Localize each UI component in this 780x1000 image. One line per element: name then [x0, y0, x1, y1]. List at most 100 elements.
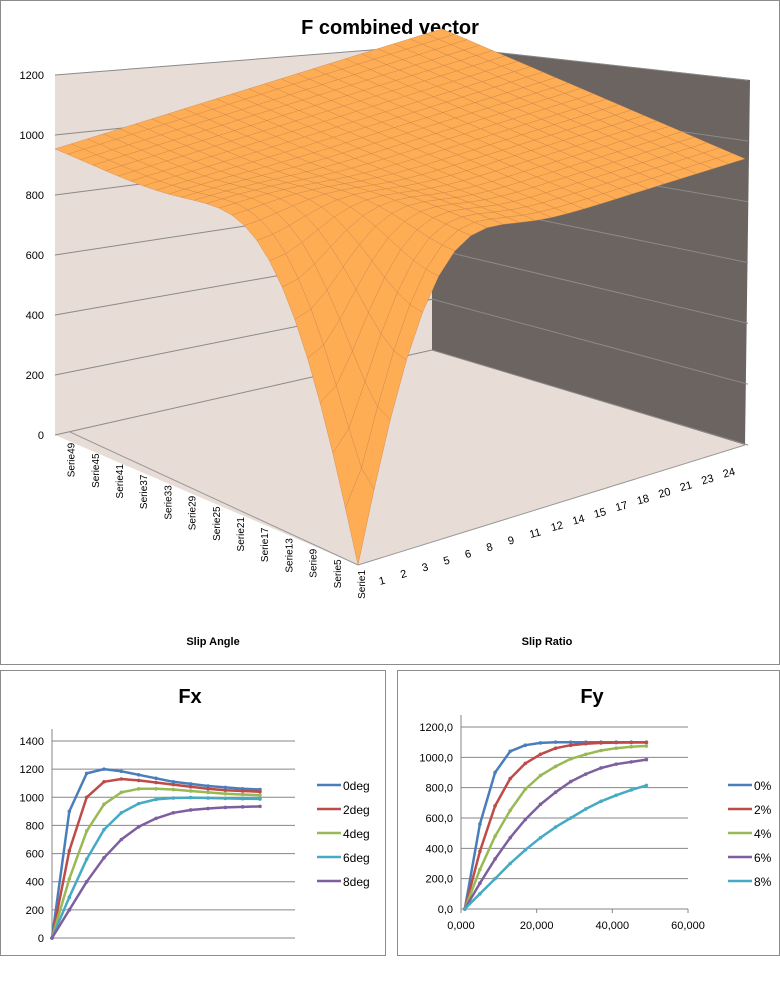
series-axis-label: Serie37: [139, 474, 150, 509]
category-axis-label: 2: [399, 568, 408, 581]
category-axis-label: 20: [657, 486, 672, 501]
data-point: [84, 879, 89, 884]
data-point: [523, 787, 528, 791]
legend-label: 8%: [754, 875, 772, 889]
data-point: [478, 822, 482, 826]
data-point: [614, 740, 618, 745]
data-point: [240, 805, 245, 809]
data-point: [84, 795, 89, 800]
data-point: [258, 793, 262, 797]
data-point: [171, 796, 176, 800]
z-tick-label: 400: [26, 310, 44, 322]
data-point: [206, 784, 210, 788]
gridline: [54, 349, 749, 446]
data-point: [508, 835, 512, 840]
series-axis-label: Serie1: [357, 570, 368, 599]
series-axis-label: Serie41: [115, 464, 126, 499]
data-point: [599, 799, 603, 804]
legend-label: 0%: [754, 779, 772, 793]
data-point: [584, 752, 588, 757]
data-point: [478, 881, 482, 886]
category-axis-label: 6: [464, 548, 473, 561]
data-point: [136, 787, 141, 791]
data-point: [258, 789, 262, 794]
series-axis-label: Serie21: [236, 517, 247, 552]
data-point: [67, 809, 72, 814]
data-point: [154, 797, 158, 802]
data-point: [154, 780, 158, 785]
data-point: [188, 784, 193, 789]
data-point: [102, 802, 106, 807]
series-axis-label: Serie29: [188, 495, 199, 530]
data-point: [538, 752, 543, 757]
data-point: [67, 877, 72, 881]
y-tick-label: 0,0: [438, 904, 453, 916]
data-point: [136, 825, 141, 829]
y-tick-label: 200: [26, 905, 44, 917]
surface-patch: [345, 467, 375, 566]
legend-label: 2deg: [343, 803, 370, 817]
category-axis-label: 1: [378, 575, 387, 588]
data-point: [84, 771, 89, 776]
y-tick-label: 800: [26, 820, 44, 832]
category-axis-label: 15: [593, 506, 608, 521]
legend-label: 4%: [754, 827, 772, 841]
data-point: [102, 767, 106, 771]
data-point: [629, 760, 634, 764]
y-tick-label: 400: [26, 877, 44, 889]
series-axis-label: Serie49: [67, 442, 78, 477]
data-point: [102, 855, 106, 860]
data-point: [206, 806, 210, 811]
data-point: [223, 805, 228, 810]
legend-label: 6%: [754, 851, 772, 865]
y-tick-label: 400,0: [425, 843, 453, 855]
data-point: [188, 782, 193, 786]
data-point: [568, 740, 573, 744]
series-axis-label: Serie5: [333, 559, 344, 588]
y-tick-label: 1000: [20, 792, 44, 804]
data-point: [644, 783, 649, 788]
data-point: [538, 773, 543, 778]
data-point: [599, 766, 603, 770]
x-tick-label: 0,000: [447, 920, 475, 932]
z-tick-label: 1200: [20, 70, 44, 82]
category-axis-label: 23: [700, 473, 715, 488]
data-point: [50, 936, 54, 940]
data-point: [584, 807, 588, 811]
data-point: [644, 744, 649, 748]
series-axis-label: Serie9: [309, 548, 320, 577]
series-axis-label: Serie25: [212, 506, 223, 541]
data-point: [188, 795, 193, 800]
data-point: [119, 769, 124, 774]
data-point: [584, 741, 588, 746]
floor: [55, 350, 745, 565]
data-point: [478, 849, 482, 854]
data-point: [478, 867, 482, 872]
data-point: [67, 908, 72, 912]
data-point: [136, 801, 141, 806]
data-point: [553, 825, 558, 829]
category-axis-label: 17: [614, 499, 629, 514]
data-point: [493, 857, 497, 861]
data-point: [568, 816, 573, 820]
data-point: [523, 848, 528, 852]
data-point: [240, 796, 245, 801]
series-axis-label: Serie45: [91, 453, 102, 488]
data-point: [629, 744, 634, 749]
category-axis-label: 11: [528, 526, 542, 541]
z-tick-label: 800: [26, 190, 44, 202]
fx-chart: Fx 0 200 400 600 800 1000 1200 1400 0deg 2deg 4deg 6…: [20, 686, 370, 945]
z-tick-label: 0: [38, 430, 44, 442]
legend-label: 6deg: [343, 851, 370, 865]
data-point: [67, 895, 72, 899]
y-tick-label: 1200: [20, 764, 44, 776]
data-point: [538, 802, 543, 807]
data-point: [508, 808, 512, 813]
data-point: [188, 789, 193, 793]
z-tick-label: 1000: [20, 130, 44, 142]
data-point: [119, 837, 124, 842]
surface-chart: F combined vector020040060080010001200Se…: [20, 17, 750, 648]
data-point: [508, 776, 512, 781]
category-axis-label: 5: [442, 555, 451, 568]
category-axis-label: 12: [550, 520, 565, 535]
